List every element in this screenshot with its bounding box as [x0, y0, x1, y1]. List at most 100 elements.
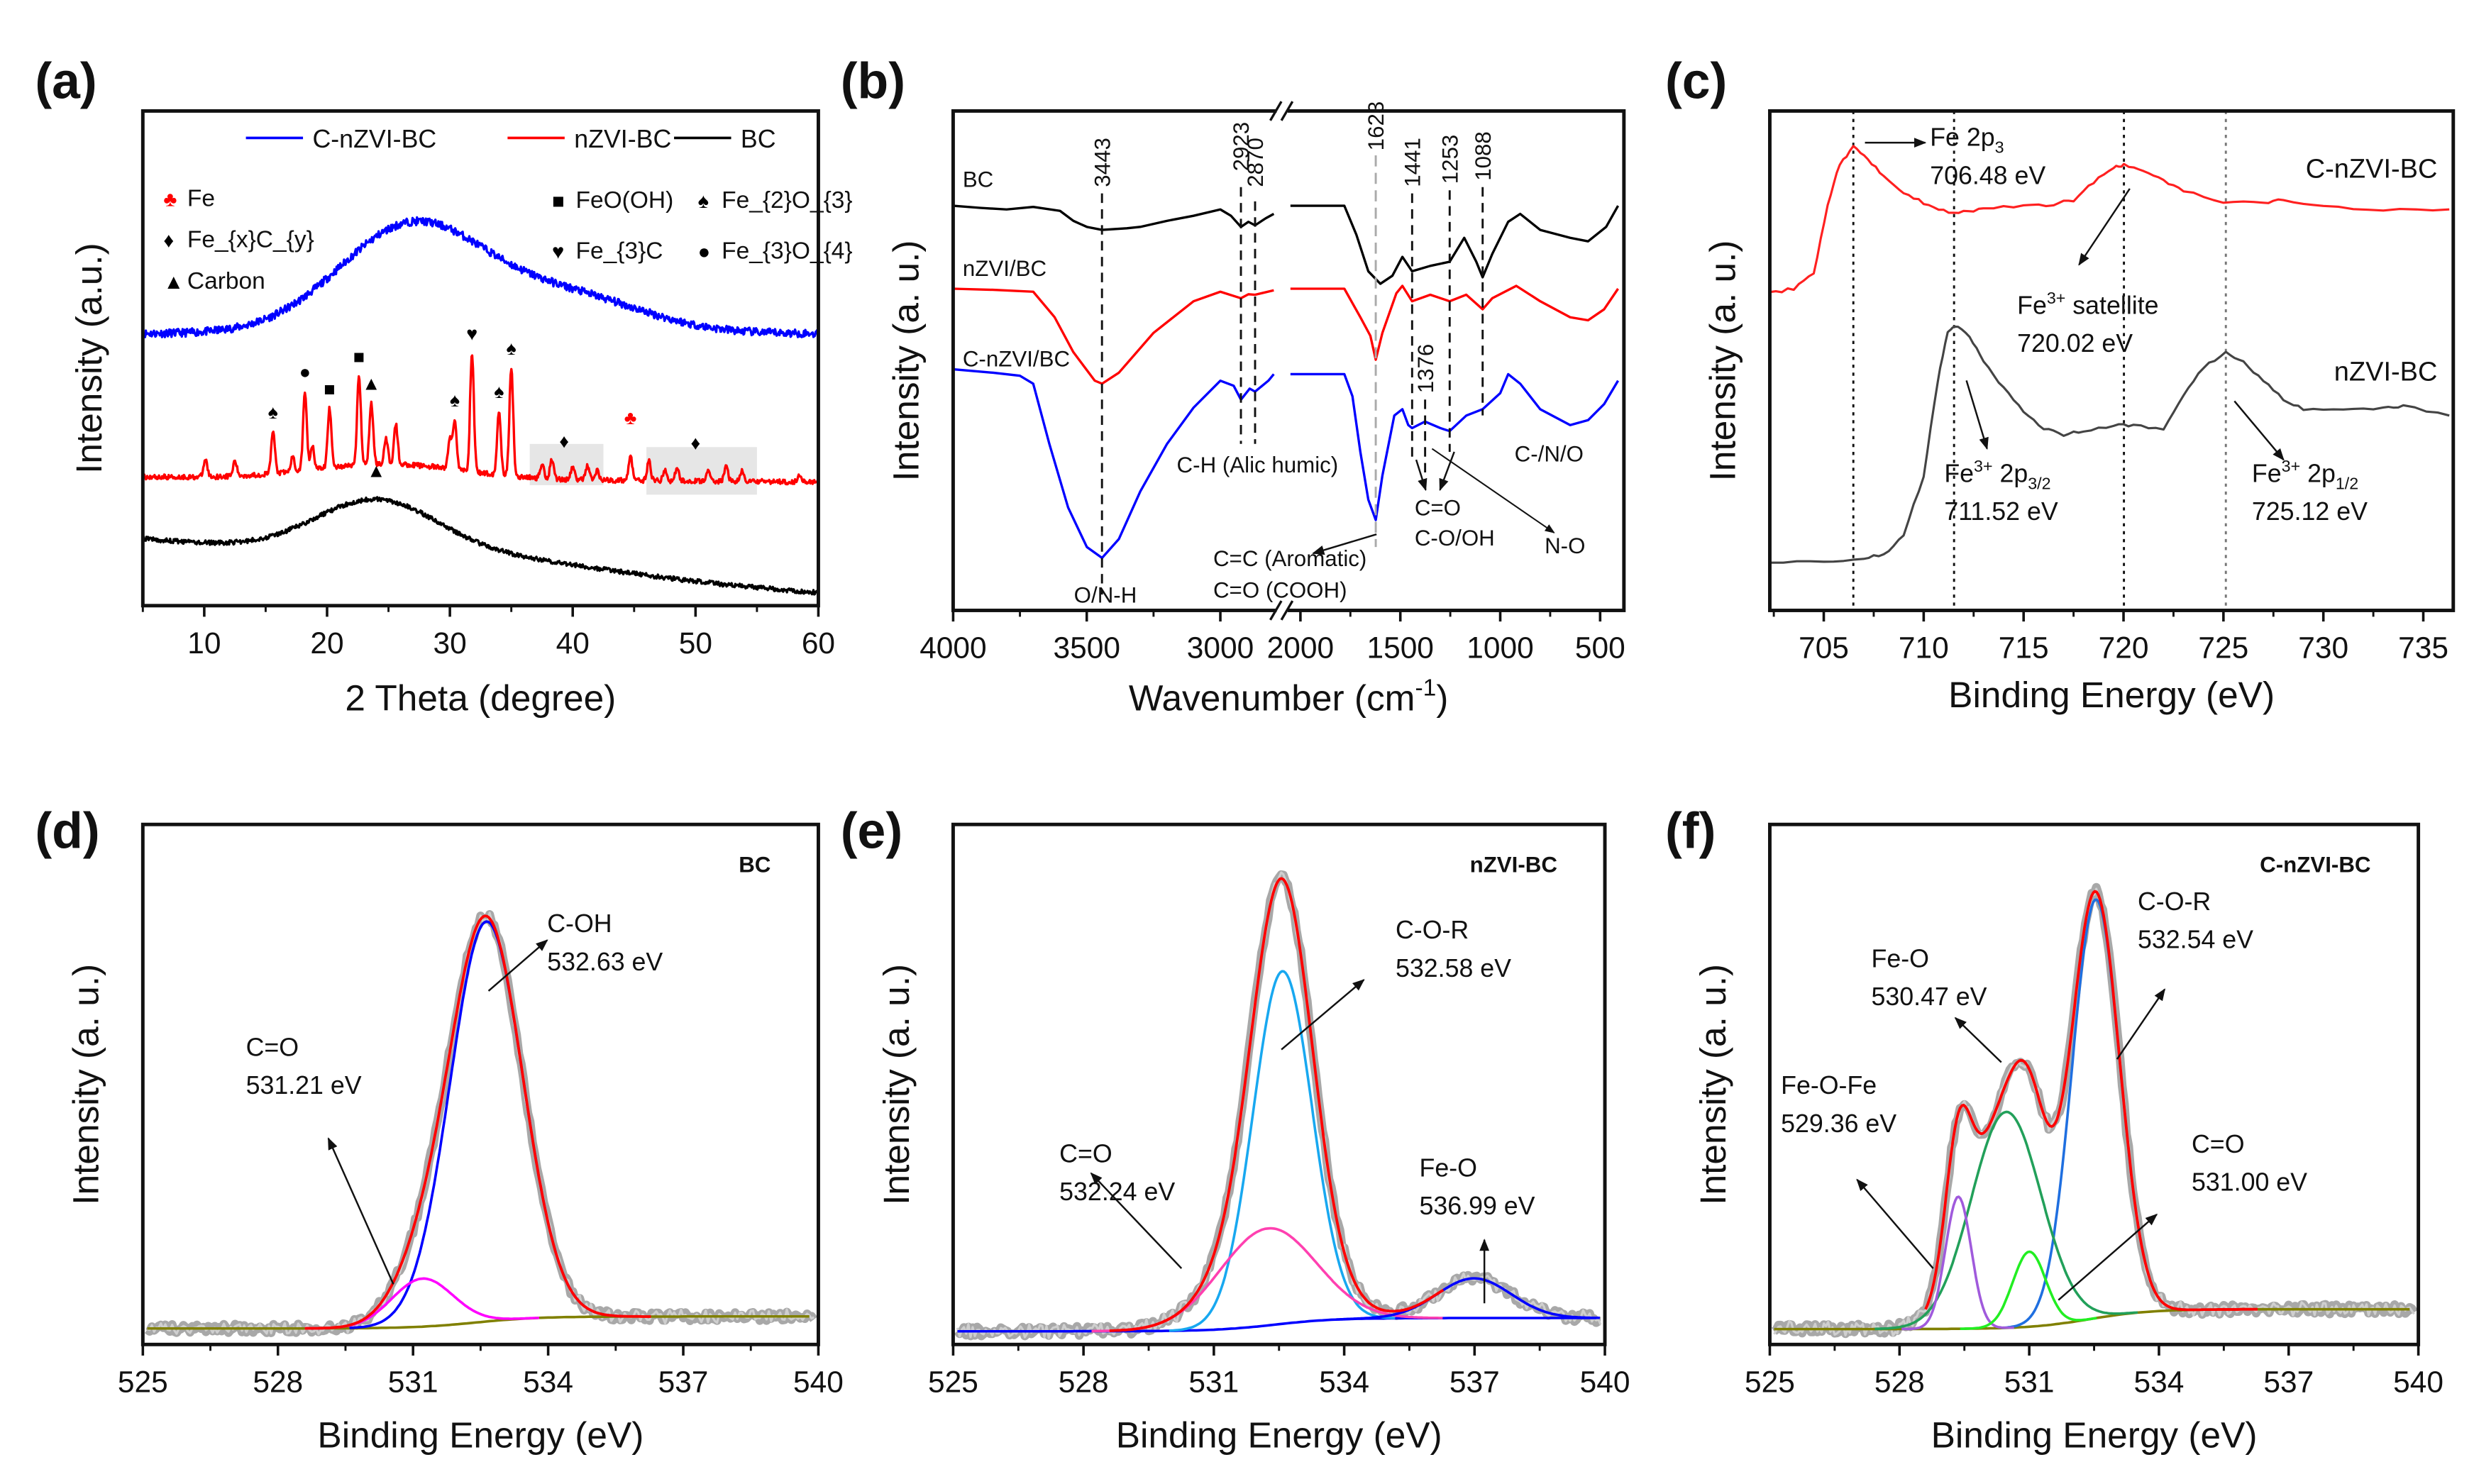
envelope-fit	[1924, 890, 2258, 1312]
peak-marker-fe3o4: ●	[299, 362, 311, 383]
peak-annotation-name: Fe3+ 2p3/2	[1944, 457, 2050, 492]
x-tick-label: 720	[2099, 631, 2149, 665]
component-name: C-OH	[547, 909, 612, 938]
component-value: 531.00 eV	[2192, 1168, 2307, 1197]
phase-symbol-fexcy: ♦	[163, 230, 174, 253]
x-tick-label: 528	[253, 1365, 303, 1398]
arrow-2p12	[2233, 400, 2285, 461]
component-value: 530.47 eV	[1872, 982, 1987, 1011]
peak-marker-fexcy: ♦	[559, 431, 569, 452]
x-tick-label: 1000	[1467, 631, 1533, 665]
peak-marker-fe3c: ♥	[466, 323, 477, 345]
phase-symbol-fe3c: ♥	[552, 240, 564, 263]
component-value: 529.36 eV	[1781, 1109, 1896, 1138]
peak-marker-fe: ♣	[624, 407, 637, 428]
component-c-o-r	[2001, 898, 2189, 1329]
band-label: 1376	[1413, 344, 1438, 394]
y-axis-title: Intensity (a. u.)	[876, 964, 917, 1205]
arrow-2p32	[1965, 380, 1989, 450]
phase-legend-label: Fe_{x}C_{y}	[187, 227, 314, 253]
series-line-bc	[953, 204, 1275, 231]
x-tick-label: 534	[2134, 1365, 2185, 1398]
band-annotation: N-O	[1545, 533, 1585, 558]
x-tick-label: 528	[1874, 1365, 1925, 1398]
x-tick-label: 537	[2263, 1365, 2314, 1398]
phase-legend-label: FeO(OH)	[575, 187, 673, 214]
arrow-component	[1954, 1017, 2002, 1063]
x-tick-label: 540	[1580, 1365, 1630, 1398]
arrow-component	[1090, 1172, 1183, 1269]
band-label: 2870	[1243, 138, 1268, 187]
x-tick-label: 3000	[1187, 631, 1254, 665]
plot-frame-c	[1768, 109, 2456, 612]
raw-data-points	[147, 912, 814, 1336]
x-tick-label: 534	[1319, 1365, 1369, 1398]
phase-legend-label: Fe_{2}O_{3}	[722, 187, 853, 214]
arrow-n-o	[1431, 448, 1555, 533]
component-value: 532.58 eV	[1396, 954, 1511, 982]
component-c-o	[1960, 1250, 2097, 1330]
peak-annotation-name: Fe3+ satellite	[2017, 289, 2158, 319]
arrow-component	[1856, 1178, 1934, 1269]
component-name: Fe-O	[1420, 1153, 1477, 1182]
band-label: 1088	[1471, 131, 1496, 181]
band-annotation: C-H (Alic humic)	[1177, 453, 1339, 477]
component-c-oh	[349, 920, 624, 1329]
peak-annotation-name: Fe3+ 2p1/2	[2252, 457, 2358, 492]
series-line-c-nzvi-bc	[953, 367, 1275, 560]
axis-break-mark	[1280, 101, 1294, 121]
phase-symbol-fe2o3: ♠	[698, 190, 709, 213]
x-tick-label: 730	[2298, 631, 2348, 665]
series-line-nzvi-bc	[142, 354, 819, 486]
sample-label: C-nZVI-BC	[2260, 852, 2370, 877]
component-value: 531.21 eV	[246, 1071, 362, 1100]
x-tick-label: 40	[556, 626, 590, 660]
series-line-bc	[1290, 204, 1620, 285]
series-label: nZVI-BC	[2334, 357, 2438, 387]
component-name: C=O	[2192, 1130, 2245, 1158]
x-axis-title: Wavenumber (cm-1)	[1129, 675, 1449, 719]
x-tick-label: 715	[1999, 631, 2049, 665]
panel-label: (a)	[35, 53, 96, 110]
x-tick-label: 525	[118, 1365, 168, 1398]
phase-legend-label: Fe_{3}O_{4}	[722, 238, 853, 264]
phase-legend-label: Fe	[187, 186, 215, 212]
series-label: BC	[963, 167, 993, 192]
series-label: C-nZVI/BC	[963, 346, 1070, 371]
arrow-component	[1281, 979, 1365, 1051]
panel-label: (b)	[841, 53, 905, 110]
envelope-fit	[304, 914, 651, 1330]
phase-symbol-fe3o4: ●	[698, 240, 711, 263]
series-line-nzvi-bc	[1290, 284, 1619, 361]
component-name: Fe-O-Fe	[1781, 1071, 1877, 1100]
x-tick-label: 710	[1899, 631, 1949, 665]
peak-marker-feooh: ■	[324, 379, 335, 400]
x-tick-label: 50	[679, 626, 712, 660]
x-tick-label: 525	[928, 1365, 978, 1398]
peak-marker-fe2o3: ♠	[494, 381, 504, 402]
band-annotation: C=O (COOH)	[1213, 578, 1347, 603]
phase-symbol-feooh: ■	[552, 190, 565, 213]
component-name: C=O	[1059, 1139, 1112, 1168]
x-axis-title: 2 Theta (degree)	[345, 677, 616, 718]
x-axis-title: Binding Energy (eV)	[1948, 674, 2275, 715]
x-tick-label: 725	[2198, 631, 2248, 665]
panel-label: (f)	[1665, 803, 1716, 860]
plot-frame-e	[951, 822, 1607, 1346]
peak-annotation-name: Fe 2p3	[1930, 123, 2004, 157]
x-tick-label: 531	[388, 1365, 438, 1398]
component-fe-o	[1335, 1277, 1600, 1322]
y-axis-title: Intensity (a. u.)	[65, 964, 106, 1205]
component-fe-o	[1874, 1110, 2138, 1331]
component-name: Fe-O	[1872, 944, 1929, 973]
arrow-c-o	[1415, 459, 1427, 492]
peak-marker-feooh: ■	[353, 346, 365, 367]
legend-label: BC	[741, 125, 776, 153]
x-tick-label: 705	[1799, 631, 1849, 665]
x-tick-label: 10	[187, 626, 221, 660]
panel-label: (e)	[841, 803, 902, 860]
peak-marker-carbon: ▲	[367, 460, 386, 481]
peak-annotation-value: 711.52 eV	[1944, 497, 2058, 526]
band-label: 1253	[1437, 135, 1462, 184]
series-label: nZVI/BC	[963, 256, 1047, 281]
